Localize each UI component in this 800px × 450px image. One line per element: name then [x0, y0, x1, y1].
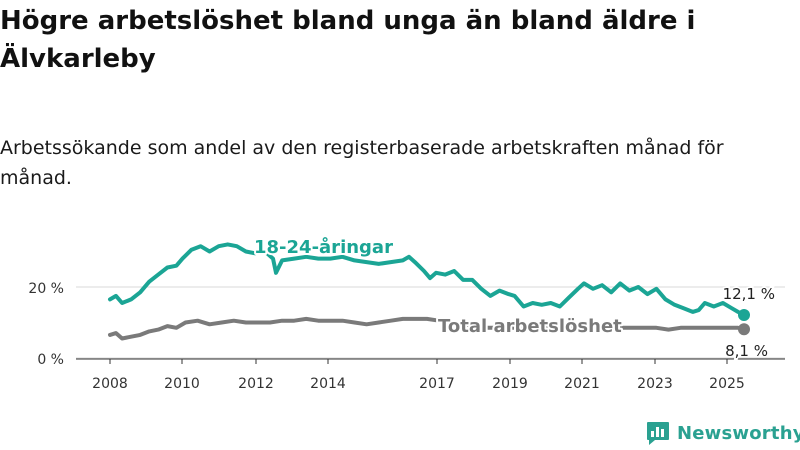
x-tick-label: 2017	[419, 376, 455, 392]
brand-logo: Newsworthy	[645, 420, 800, 446]
series-line-youth	[108, 242, 746, 317]
y-tick-label: 0 %	[37, 352, 64, 368]
x-tick-label: 2014	[310, 376, 346, 392]
y-tick-label: 20 %	[28, 281, 64, 297]
end-label-total: 8,1 %	[725, 342, 768, 360]
x-tick-label: 2025	[709, 376, 745, 392]
label-layer: 18-24-åringar Total arbetslöshet 12,1 % 8,1…	[252, 234, 777, 362]
x-tick-label: 2023	[637, 376, 673, 392]
x-tick-label: 2021	[564, 376, 600, 392]
x-tick-label: 2012	[238, 376, 274, 392]
end-label-youth: 12,1 %	[723, 285, 775, 303]
series-label-total: Total arbetslöshet	[438, 316, 622, 337]
end-point-total	[738, 323, 750, 336]
series-label-youth: 18-24-åringar	[254, 236, 393, 258]
end-point-youth	[738, 309, 750, 322]
x-tick-label: 2019	[492, 376, 528, 392]
brand-name: Newsworthy	[677, 422, 800, 444]
x-axis: 2008 2010 2012 2014 2017 2019 2021 2023 2025	[76, 358, 785, 392]
grid-layer: 0 % 20 %	[28, 281, 785, 368]
newsworthy-bar-chart-icon	[647, 422, 669, 445]
x-tick-label: 2008	[92, 376, 128, 392]
series-line-total	[108, 316, 746, 341]
series-layer	[108, 242, 750, 341]
x-tick-label: 2010	[164, 376, 200, 392]
chart-title: Högre arbetslöshet bland unga än bland ä…	[0, 6, 696, 74]
chart-subtitle: Arbetssökande som andel av den registerb…	[0, 137, 724, 189]
